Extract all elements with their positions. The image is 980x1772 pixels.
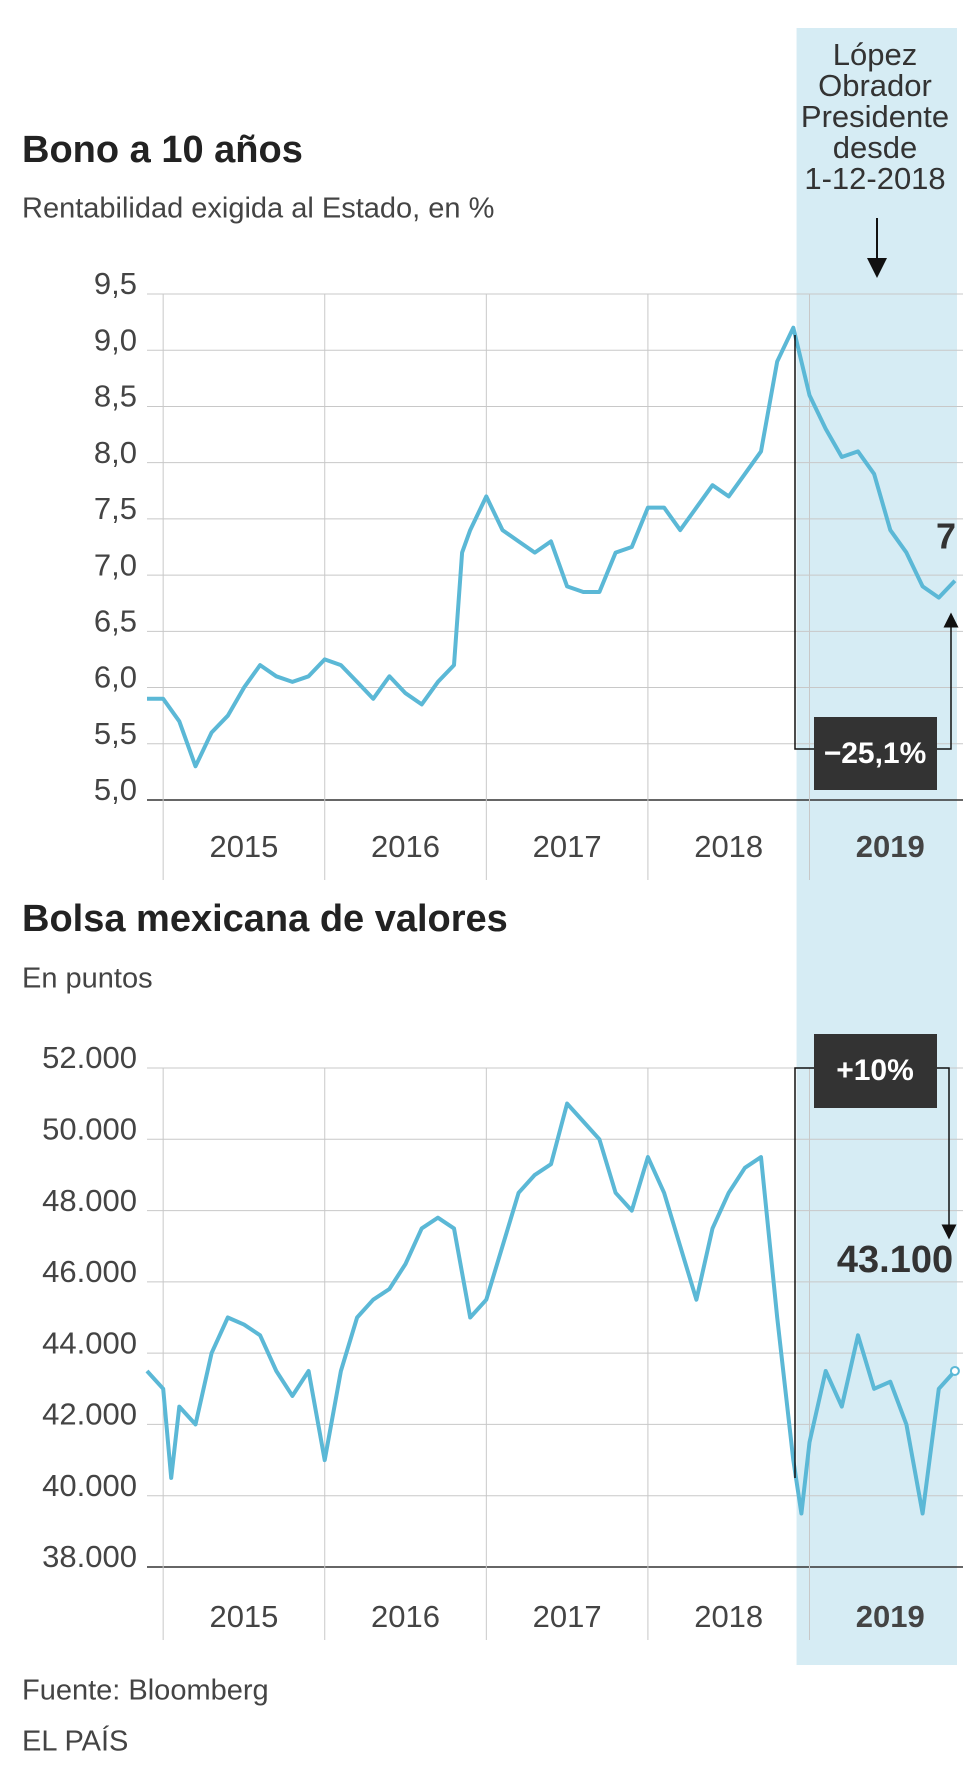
x-tick-label: 2015 (209, 1599, 278, 1634)
highlight-label: desde (833, 130, 917, 165)
highlight-label: Presidente (801, 99, 949, 134)
y-tick-label: 44.000 (42, 1325, 137, 1360)
data-line (145, 1101, 957, 1516)
change-box (814, 1034, 937, 1108)
y-tick-label: 7,5 (94, 491, 137, 526)
y-tick-label: 9,5 (94, 266, 137, 301)
y-tick-label: 6,5 (94, 604, 137, 639)
y-tick-label: 9,0 (94, 322, 137, 357)
chart-subtitle: Rentabilidad exigida al Estado, en % (22, 193, 494, 225)
y-tick-label: 48.000 (42, 1183, 137, 1218)
y-tick-label: 8,5 (94, 379, 137, 414)
chart-subtitle: En puntos (22, 963, 153, 995)
y-tick-label: 5,5 (94, 716, 137, 751)
y-tick-label: 40.000 (42, 1468, 137, 1503)
y-tick-label: 8,0 (94, 435, 137, 470)
end-marker (949, 1365, 960, 1376)
chart-title: Bolsa mexicana de valores (22, 898, 508, 940)
x-tick-label: 2017 (533, 829, 602, 864)
y-tick-label: 7,0 (94, 547, 137, 582)
source: Fuente: Bloomberg (22, 1675, 269, 1707)
y-tick-label: 5,0 (94, 772, 137, 807)
x-tick-label: 2016 (371, 829, 440, 864)
highlight-label: López (833, 37, 917, 72)
change-label: +10% (836, 1054, 914, 1087)
end-label: 7 (936, 516, 956, 557)
background (796, 28, 957, 1665)
end-label: 43.100 (837, 1239, 953, 1281)
highlight-label: 1-12-2018 (804, 161, 945, 196)
highlight-band (796, 28, 957, 1665)
change-box (814, 717, 937, 790)
highlight-label: Obrador (818, 68, 932, 103)
y-tick-label: 52.000 (42, 1040, 137, 1075)
x-tick-label: 2017 (533, 1599, 602, 1634)
x-tick-label: 2019 (856, 829, 925, 864)
data-line (147, 325, 957, 769)
y-tick-label: 38.000 (42, 1539, 137, 1574)
x-tick-label: 2018 (694, 1599, 763, 1634)
chart-title: Bono a 10 años (22, 129, 303, 171)
x-tick-label: 2015 (209, 829, 278, 864)
brand: EL PAÍS (22, 1725, 128, 1758)
x-tick-label: 2018 (694, 829, 763, 864)
y-tick-label: 42.000 (42, 1397, 137, 1432)
x-tick-label: 2016 (371, 1599, 440, 1634)
x-tick-label: 2019 (856, 1599, 925, 1634)
change-label: −25,1% (824, 737, 927, 770)
y-tick-label: 50.000 (42, 1111, 137, 1146)
y-tick-label: 46.000 (42, 1254, 137, 1289)
y-tick-label: 6,0 (94, 660, 137, 695)
